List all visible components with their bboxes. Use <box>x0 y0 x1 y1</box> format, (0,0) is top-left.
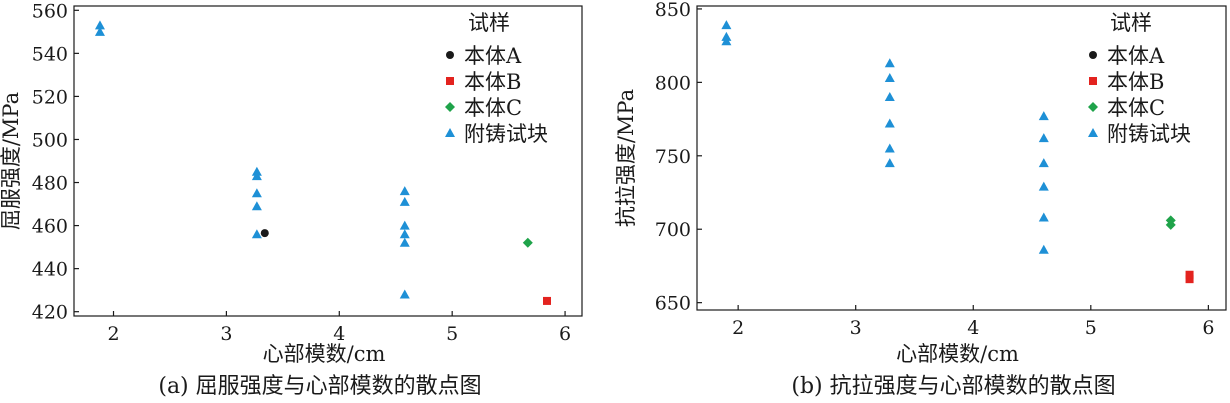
data-point <box>884 72 895 82</box>
chart-panel-a: 2 3 4 5 6 420 440 460 480 500 520 540 560 心部模数/cm 屈服强度… <box>0 0 583 399</box>
data-point <box>1185 270 1194 279</box>
legend-entry: 附铸试块 <box>1107 122 1191 146</box>
y-tick-label: 800 <box>655 72 691 94</box>
data-point <box>1038 212 1049 222</box>
x-tick-label: 4 <box>967 317 979 339</box>
data-point <box>399 220 410 230</box>
data-point <box>884 158 895 168</box>
data-point <box>399 186 410 196</box>
y-tick-label: 540 <box>32 43 68 65</box>
data-point <box>399 229 410 239</box>
data-point <box>399 196 410 206</box>
y-axis-title: 抗拉强度/MPa <box>615 89 638 227</box>
x-tick-label: 6 <box>559 323 571 345</box>
data-point <box>251 188 262 198</box>
scatter-chart-a: 2 3 4 5 6 420 440 460 480 500 520 540 560 心部模数/cm 屈服强度… <box>0 0 583 399</box>
data-point <box>1038 133 1049 143</box>
y-axis-title: 屈服强度/MPa <box>0 92 23 230</box>
data-point <box>94 20 105 30</box>
y-tick-label: 420 <box>32 302 68 324</box>
legend-marker <box>1089 51 1097 59</box>
x-tick-label: 5 <box>1085 317 1097 339</box>
y-tick-label: 650 <box>655 293 691 315</box>
x-tick-label: 2 <box>107 323 119 345</box>
data-point <box>251 229 262 239</box>
data-point <box>721 31 732 41</box>
legend-entry: 本体B <box>1107 70 1164 94</box>
y-tick-label: 460 <box>32 216 68 238</box>
legend-entry: 本体A <box>464 44 522 68</box>
legend-marker <box>1088 102 1098 112</box>
y-tick-label: 440 <box>32 259 68 281</box>
data-point <box>1038 111 1049 121</box>
y-tick-label: 750 <box>655 146 691 168</box>
legend-marker <box>1088 128 1098 137</box>
x-axis-title: 心部模数/cm <box>263 342 386 366</box>
data-point <box>1038 244 1049 254</box>
legend-title: 试样 <box>1110 11 1152 35</box>
data-point <box>251 166 262 176</box>
data-point <box>884 143 895 153</box>
data-point <box>260 229 269 238</box>
legend-title: 试样 <box>468 11 510 35</box>
legend-entry: 本体A <box>1107 44 1165 68</box>
data-point <box>884 92 895 102</box>
y-tick-label: 560 <box>32 0 68 22</box>
legend-marker <box>446 51 454 59</box>
data-point <box>94 26 105 36</box>
y-tick-label: 520 <box>32 86 68 108</box>
figure-caption: (a) 屈服强度与心部模数的散点图 <box>158 374 481 399</box>
y-tick-label: 500 <box>32 129 68 151</box>
scatter-chart-b: 2 3 4 5 6 650 700 750 800 850 心部模数/cm 抗拉强度/MPa (b) 抗… <box>615 0 1227 399</box>
x-tick-label: 2 <box>732 317 744 339</box>
plot-frame <box>73 5 583 317</box>
data-point <box>1038 158 1049 168</box>
figure-caption: (b) 抗拉强度与心部模数的散点图 <box>791 374 1115 399</box>
data-point <box>399 237 410 247</box>
data-point <box>543 296 552 305</box>
legend-marker <box>445 102 455 112</box>
legend-entry: 本体C <box>1107 96 1165 120</box>
chart-panel-b: 2 3 4 5 6 650 700 750 800 850 心部模数/cm 抗拉强度/MPa (b) 抗… <box>615 0 1230 403</box>
y-tick-label: 850 <box>655 0 691 21</box>
data-point <box>1185 275 1194 284</box>
data-point <box>884 58 895 68</box>
data-point <box>1038 181 1049 191</box>
data-point <box>522 237 533 248</box>
legend-entry: 附铸试块 <box>464 122 548 146</box>
data-point <box>399 289 410 299</box>
y-tick-label: 480 <box>32 173 68 195</box>
x-tick-label: 3 <box>850 317 862 339</box>
x-tick-label: 4 <box>333 323 345 345</box>
x-tick-label: 5 <box>446 323 458 345</box>
legend-marker <box>446 77 454 85</box>
legend-entry: 本体B <box>464 70 521 94</box>
legend-marker <box>1089 77 1097 85</box>
data-point <box>251 201 262 211</box>
data-point <box>1165 215 1176 226</box>
y-tick-label: 700 <box>655 219 691 241</box>
x-axis-title: 心部模数/cm <box>896 342 1019 366</box>
legend-marker <box>445 128 455 137</box>
data-point <box>721 20 732 30</box>
x-tick-label: 6 <box>1202 317 1214 339</box>
legend-entry: 本体C <box>464 96 522 120</box>
x-tick-label: 3 <box>220 323 232 345</box>
data-point <box>884 118 895 128</box>
plot-frame <box>696 5 1227 311</box>
